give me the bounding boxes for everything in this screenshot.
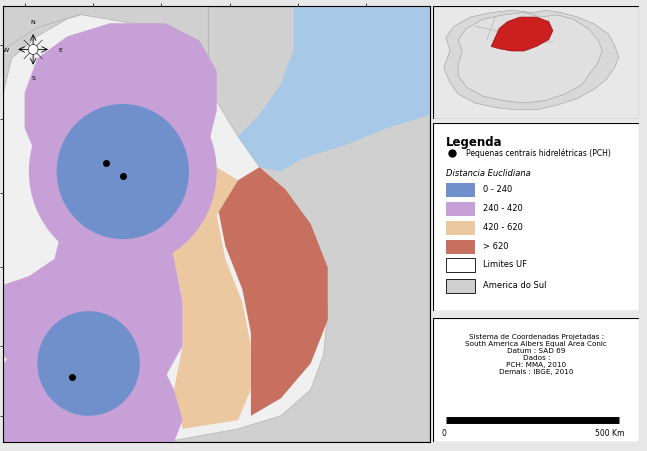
Text: America do Sul: America do Sul	[483, 281, 546, 290]
Text: 420 - 620: 420 - 620	[483, 222, 523, 231]
Polygon shape	[3, 329, 182, 442]
Text: Distancia Euclidiana: Distancia Euclidiana	[446, 169, 531, 178]
Text: 240 - 420: 240 - 420	[483, 204, 523, 213]
Text: Legenda: Legenda	[446, 135, 503, 148]
Text: E: E	[59, 48, 63, 53]
Text: 0: 0	[442, 428, 446, 437]
Polygon shape	[217, 168, 328, 416]
Polygon shape	[444, 11, 619, 110]
Circle shape	[29, 76, 217, 268]
Polygon shape	[458, 14, 602, 104]
Polygon shape	[166, 168, 251, 429]
Polygon shape	[3, 7, 328, 442]
Circle shape	[57, 105, 189, 239]
Bar	[446, 184, 475, 198]
Text: Sistema de Coordenadas Projetadas :
South America Albers Equal Area Conic
Datum : Sistema de Coordenadas Projetadas : Sout…	[465, 333, 608, 374]
Text: Pequenas centrais hidrelétricas (PCH): Pequenas centrais hidrelétricas (PCH)	[466, 148, 611, 158]
Polygon shape	[238, 7, 430, 172]
Bar	[446, 202, 475, 216]
Text: 500 Km: 500 Km	[595, 428, 625, 437]
Text: Limites UF: Limites UF	[483, 260, 527, 269]
Text: > 620: > 620	[483, 241, 509, 250]
Bar	[446, 240, 475, 254]
Text: N: N	[31, 20, 36, 25]
Circle shape	[38, 312, 140, 416]
Circle shape	[12, 285, 166, 442]
Polygon shape	[3, 24, 217, 407]
Polygon shape	[3, 7, 430, 442]
Circle shape	[28, 45, 38, 55]
Text: W: W	[3, 48, 8, 53]
Bar	[446, 259, 475, 273]
Bar	[446, 279, 475, 294]
Bar	[446, 221, 475, 235]
Polygon shape	[491, 18, 553, 52]
Polygon shape	[3, 7, 208, 59]
Polygon shape	[3, 276, 54, 355]
Text: S: S	[31, 76, 35, 81]
Text: 0 - 240: 0 - 240	[483, 185, 512, 194]
